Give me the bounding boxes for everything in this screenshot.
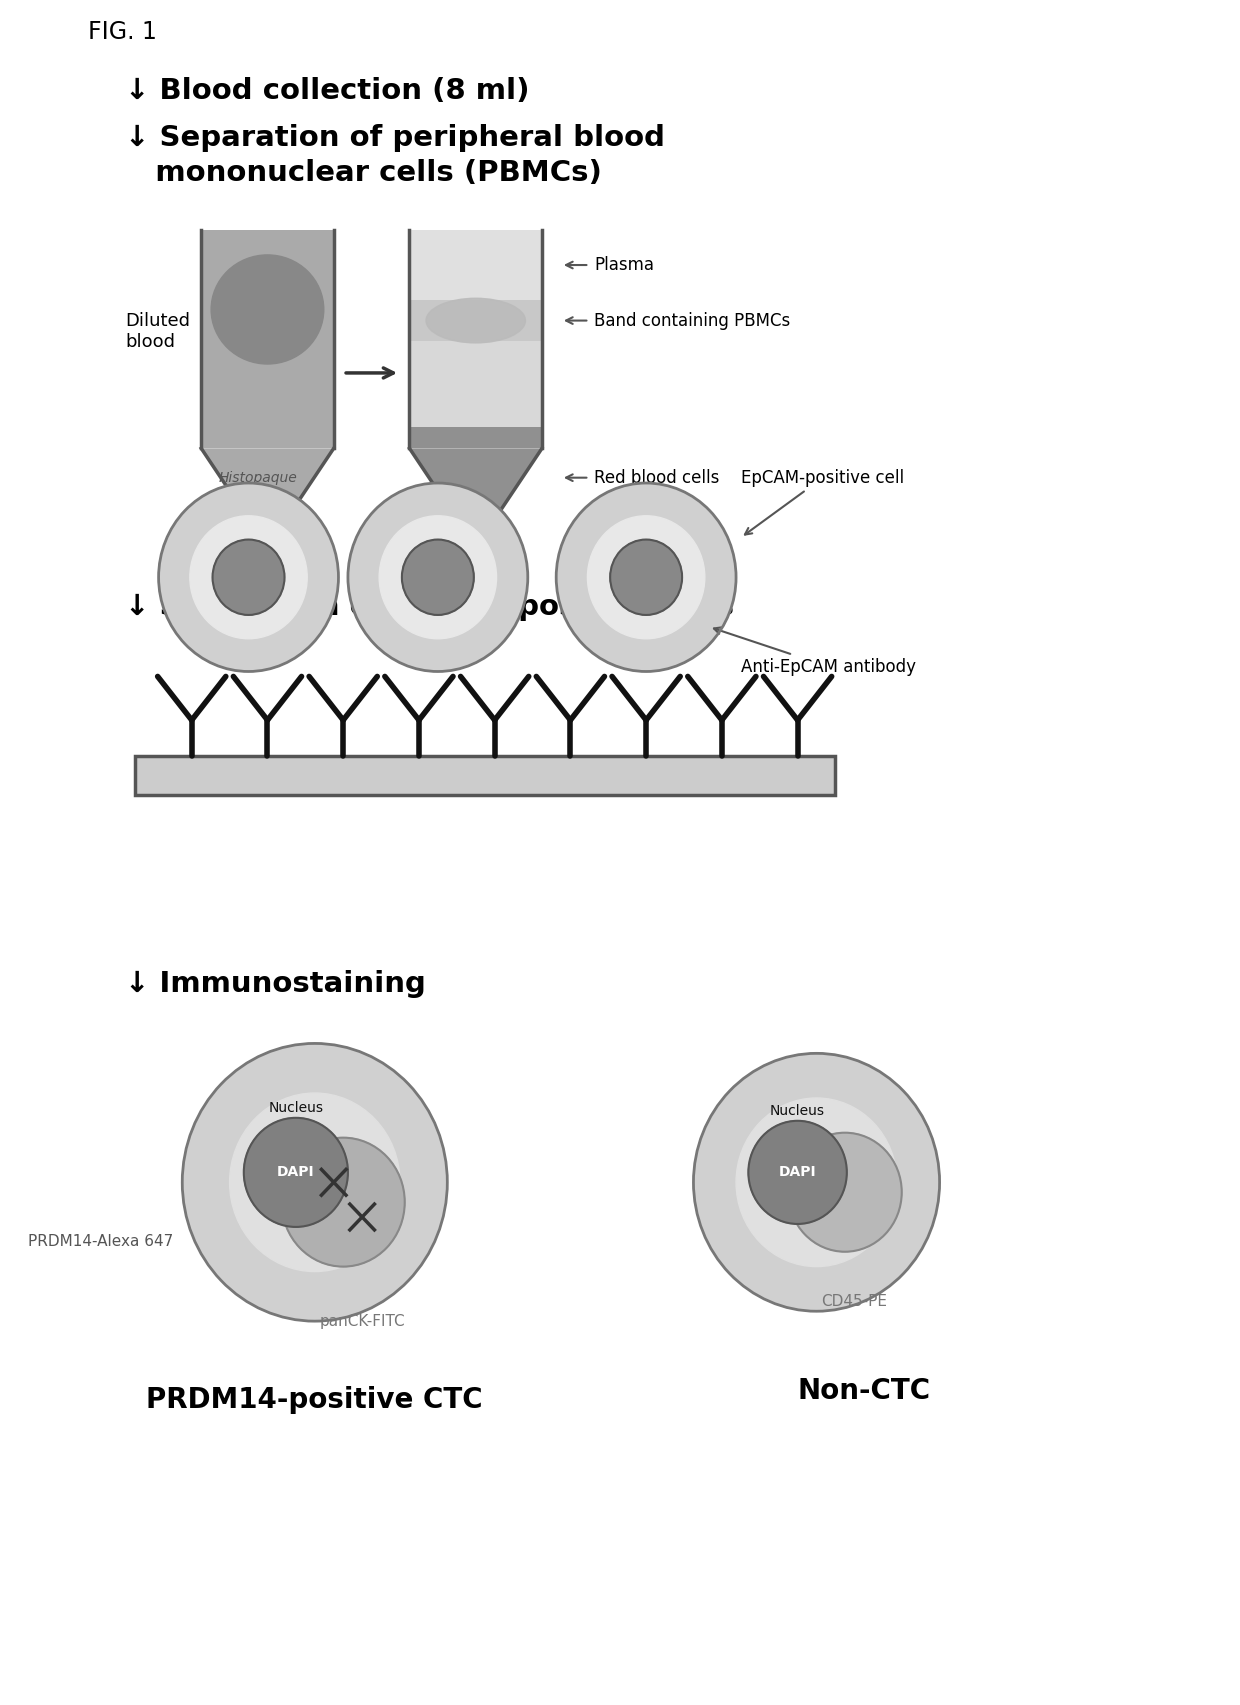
- Polygon shape: [201, 448, 334, 510]
- Circle shape: [610, 539, 682, 616]
- Polygon shape: [201, 230, 334, 448]
- Circle shape: [693, 1054, 940, 1311]
- Text: ↓ Blood collection (8 ml): ↓ Blood collection (8 ml): [125, 77, 529, 106]
- Text: ↓ Separation of peripheral blood
   mononuclear cells (PBMCs): ↓ Separation of peripheral blood mononuc…: [125, 124, 666, 188]
- Text: ↓ Immunostaining: ↓ Immunostaining: [125, 970, 427, 997]
- Circle shape: [190, 517, 308, 639]
- Text: EpCAM-positive cell: EpCAM-positive cell: [740, 469, 904, 535]
- Circle shape: [159, 483, 339, 672]
- Text: PRDM14-positive CTC: PRDM14-positive CTC: [146, 1386, 484, 1415]
- Bar: [135, 755, 836, 796]
- Text: Band containing PBMCs: Band containing PBMCs: [594, 312, 790, 329]
- Text: DAPI: DAPI: [277, 1166, 315, 1180]
- Text: Non-CTC: Non-CTC: [797, 1376, 930, 1405]
- Circle shape: [229, 1093, 401, 1272]
- Circle shape: [379, 517, 496, 639]
- Text: CD45-PE: CD45-PE: [821, 1294, 888, 1309]
- Polygon shape: [409, 230, 542, 300]
- Text: Nucleus: Nucleus: [770, 1103, 825, 1118]
- Ellipse shape: [211, 256, 324, 363]
- Circle shape: [588, 517, 704, 639]
- Text: Anti-EpCAM antibody: Anti-EpCAM antibody: [714, 627, 916, 675]
- Circle shape: [244, 1118, 348, 1228]
- Circle shape: [348, 483, 528, 672]
- Circle shape: [789, 1132, 901, 1251]
- Polygon shape: [409, 341, 542, 426]
- Text: Red blood cells: Red blood cells: [594, 469, 719, 486]
- Polygon shape: [409, 448, 542, 547]
- Circle shape: [212, 539, 284, 616]
- Circle shape: [402, 539, 474, 616]
- Polygon shape: [409, 300, 542, 341]
- Circle shape: [281, 1137, 404, 1267]
- Text: Nucleus: Nucleus: [268, 1101, 324, 1115]
- Text: Diluted
blood: Diluted blood: [125, 312, 191, 351]
- Circle shape: [182, 1043, 448, 1321]
- Text: Plasma: Plasma: [594, 256, 653, 275]
- Text: PRDM14-Alexa 647: PRDM14-Alexa 647: [27, 1234, 172, 1250]
- Text: DAPI: DAPI: [779, 1166, 816, 1180]
- Circle shape: [749, 1120, 847, 1224]
- Circle shape: [557, 483, 737, 672]
- Text: FIG. 1: FIG. 1: [88, 20, 156, 44]
- Text: ↓ Separation of EpCAM-positive cells: ↓ Separation of EpCAM-positive cells: [125, 593, 734, 621]
- Text: panCK-FITC: panCK-FITC: [320, 1313, 405, 1328]
- Text: Histopaque: Histopaque: [218, 471, 298, 484]
- Polygon shape: [409, 426, 542, 448]
- Ellipse shape: [427, 298, 526, 343]
- Circle shape: [737, 1098, 897, 1267]
